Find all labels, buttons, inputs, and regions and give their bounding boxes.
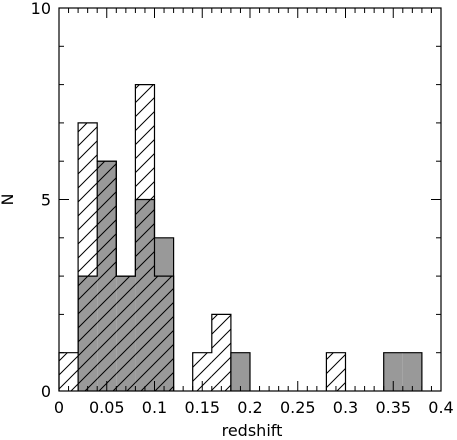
hatched-bar bbox=[192, 352, 212, 391]
hatched-bar bbox=[59, 352, 79, 391]
filled-bar bbox=[230, 352, 250, 391]
x-tick-label: 0.3 bbox=[333, 398, 358, 417]
hatched-bar bbox=[154, 276, 174, 391]
y-tick-label: 0 bbox=[41, 382, 51, 401]
y-axis-title: N bbox=[0, 194, 17, 206]
filled-bar bbox=[383, 352, 403, 391]
axes bbox=[58, 7, 442, 392]
hatched-bar bbox=[78, 122, 98, 392]
hatched-series bbox=[58, 84, 347, 392]
x-tick-label: 0.35 bbox=[375, 398, 411, 417]
hatched-bar bbox=[326, 352, 346, 391]
hatched-outline bbox=[58, 84, 347, 391]
y-tick-label: 10 bbox=[31, 0, 51, 18]
hatched-bar bbox=[135, 84, 155, 391]
filled-bar bbox=[402, 352, 422, 391]
x-tick-label: 0.05 bbox=[89, 398, 125, 417]
x-tick-label: 0.15 bbox=[184, 398, 220, 417]
x-tick-label: 0.25 bbox=[280, 398, 316, 417]
x-tick-label: 0.2 bbox=[237, 398, 262, 417]
hatched-bar bbox=[116, 276, 136, 391]
x-tick-label: 0.1 bbox=[142, 398, 167, 417]
hatched-bar bbox=[211, 314, 231, 391]
hatched-bar bbox=[97, 161, 117, 391]
y-tick-label: 5 bbox=[41, 191, 51, 210]
x-tick-label: 0.4 bbox=[428, 398, 453, 417]
x-tick-label: 0 bbox=[54, 398, 64, 417]
x-axis-title: redshift bbox=[222, 421, 283, 440]
